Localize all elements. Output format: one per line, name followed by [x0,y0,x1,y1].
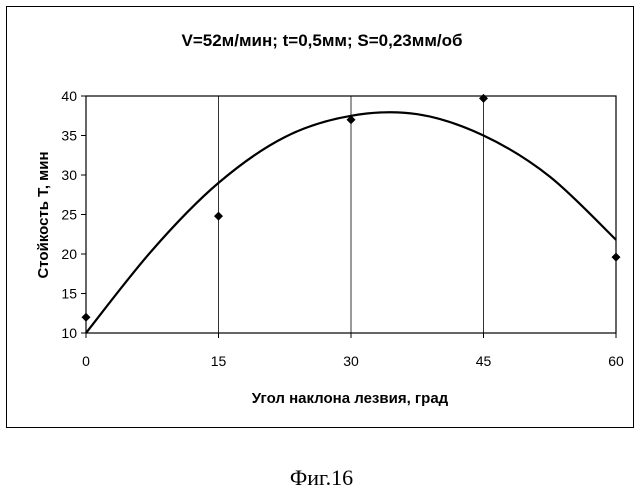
figure-caption: Фиг.16 [0,465,643,491]
ticks-layer: 10 15 20 25 30 35 40 0 15 30 45 60 [61,88,624,369]
y-tick-label-30: 30 [61,167,77,183]
x-tick-label-30: 30 [343,353,359,369]
data-point-45 [479,94,488,103]
data-point-60 [612,253,621,262]
y-axis-label: Стойкость Т, мин [35,151,52,278]
grid-layer [219,96,484,333]
x-tick-label-15: 15 [211,353,227,369]
y-tick-label-40: 40 [61,88,77,104]
y-tick-label-35: 35 [61,128,77,144]
y-tick-label-20: 20 [61,246,77,262]
y-tick-label-15: 15 [61,286,77,302]
chart-title: V=52м/мин; t=0,5мм; S=0,23мм/об [181,31,462,50]
x-tick-label-45: 45 [476,353,492,369]
data-point-15 [214,212,223,221]
data-point-0 [82,313,91,322]
x-tick-label-60: 60 [608,353,624,369]
x-axis-label: Угол наклона лезвия, град [252,390,449,407]
x-tick-label-0: 0 [82,353,90,369]
y-tick-label-10: 10 [61,325,77,341]
y-tick-label-25: 25 [61,207,77,223]
